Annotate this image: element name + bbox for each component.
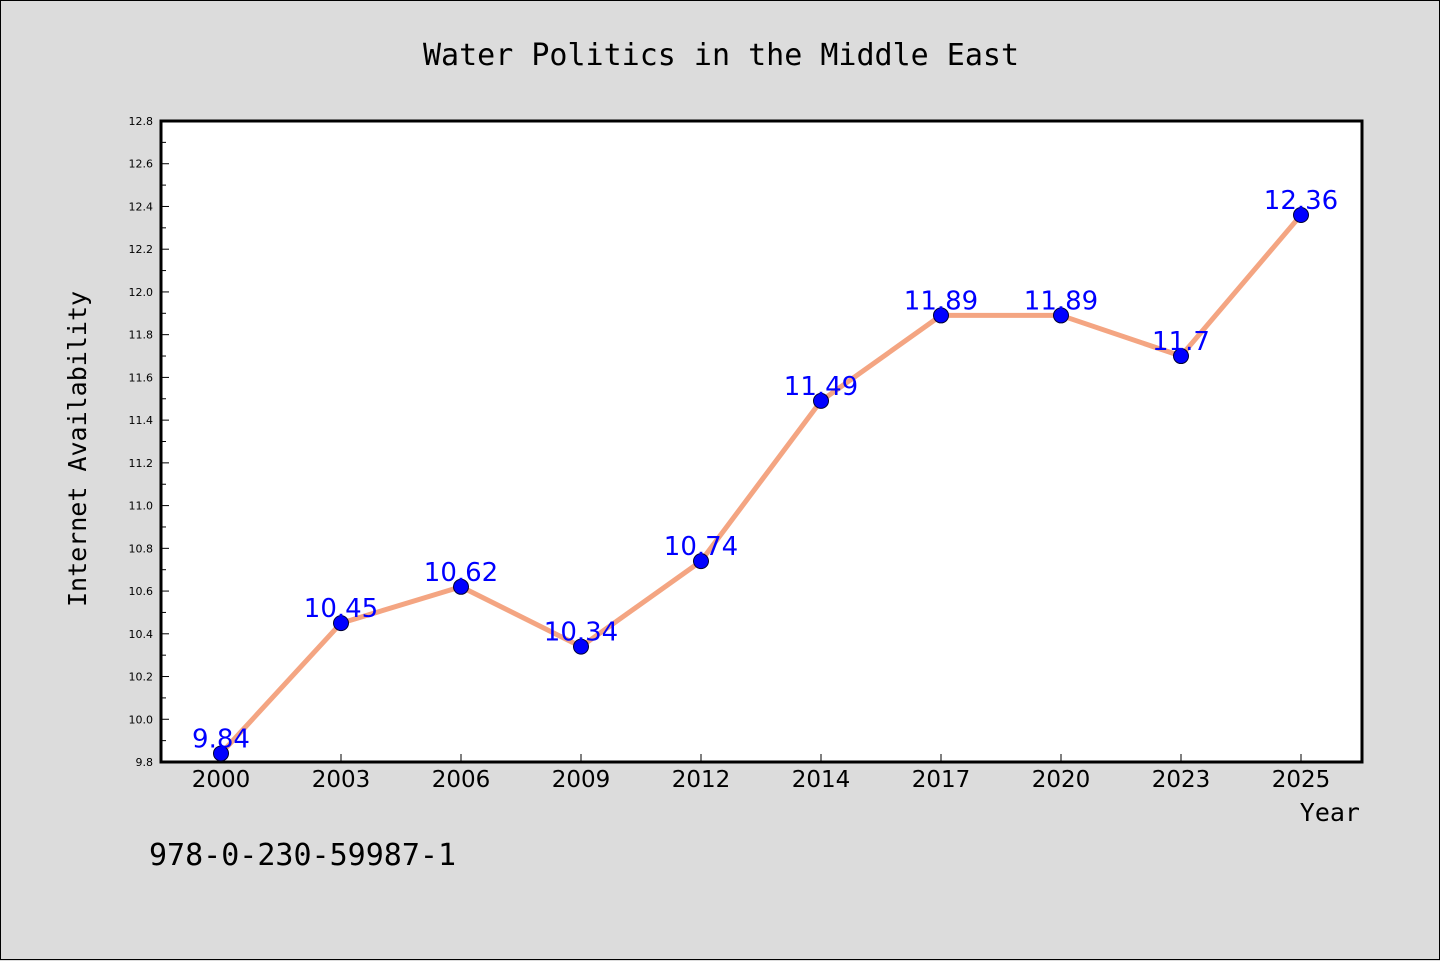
data-point [573, 638, 589, 655]
x-axis-label: Year [1300, 798, 1360, 827]
data-point [333, 615, 349, 632]
data-label: 9.84 [192, 724, 250, 754]
x-tick-label: 2025 [1272, 767, 1331, 793]
data-point [1053, 307, 1069, 324]
data-label: 12.36 [1264, 186, 1338, 216]
data-label: 11.89 [904, 286, 978, 316]
y-tick-label: 11.6 [129, 371, 154, 384]
y-tick-label: 12.8 [129, 115, 154, 128]
y-tick-label: 12.2 [129, 243, 154, 256]
data-label: 10.74 [664, 532, 738, 562]
x-tick-label: 2014 [792, 767, 851, 793]
x-axis: 2000 2003 2006 2009 2012 2014 2017 2020 2023 2025 [192, 754, 1331, 793]
chart-title: Water Politics in the Middle East [423, 38, 1019, 73]
isbn-code: 978-0-230-59987-1 [149, 838, 456, 873]
data-label: 10.62 [424, 558, 498, 588]
series-markers [213, 207, 1309, 762]
series-line [219, 213, 1303, 756]
y-tick-label: 10.0 [129, 713, 154, 726]
y-tick-label: 11.4 [129, 414, 154, 427]
x-tick-label: 2009 [552, 767, 611, 793]
y-tick-label: 12.4 [129, 200, 154, 213]
data-point [813, 392, 829, 409]
y-axis-label: Internet Availability [63, 291, 92, 607]
y-tick-label: 11.2 [129, 457, 154, 470]
data-labels: 9.84 10.45 10.62 10.34 10.74 11.49 11.89 11.89 1… [192, 186, 1338, 754]
y-tick-label: 12.6 [129, 158, 154, 171]
data-point [453, 578, 469, 595]
x-tick-label: 2006 [432, 767, 491, 793]
y-tick-label: 11.0 [129, 500, 154, 513]
y-tick-label: 10.6 [129, 585, 154, 598]
x-tick-label: 2017 [912, 767, 971, 793]
y-tick-label: 10.2 [129, 671, 154, 684]
data-point [693, 553, 709, 570]
data-label: 10.34 [544, 618, 618, 648]
data-point [1293, 207, 1309, 224]
x-tick-label: 2000 [192, 767, 251, 793]
y-tick-label: 9.8 [136, 756, 154, 769]
y-tick-label: 10.4 [129, 628, 154, 641]
x-tick-label: 2020 [1032, 767, 1091, 793]
data-label: 10.45 [304, 594, 378, 624]
x-tick-label: 2012 [672, 767, 731, 793]
y-tick-label: 12.0 [129, 286, 154, 299]
data-point [1173, 348, 1189, 365]
x-tick-label: 2003 [312, 767, 371, 793]
x-tick-label: 2023 [1152, 767, 1211, 793]
plot-area [159, 119, 1364, 764]
data-label: 11.89 [1024, 286, 1098, 316]
data-point [213, 745, 229, 762]
data-label: 11.7 [1152, 327, 1210, 357]
y-tick-label: 10.8 [129, 542, 154, 555]
data-point [933, 307, 949, 324]
data-label: 11.49 [784, 372, 858, 402]
y-tick-label: 11.8 [129, 329, 154, 342]
y-axis: 9.8 10.0 10.2 10.4 10.6 10.8 11.0 11.2 11.4 11.6 1… [129, 115, 169, 769]
